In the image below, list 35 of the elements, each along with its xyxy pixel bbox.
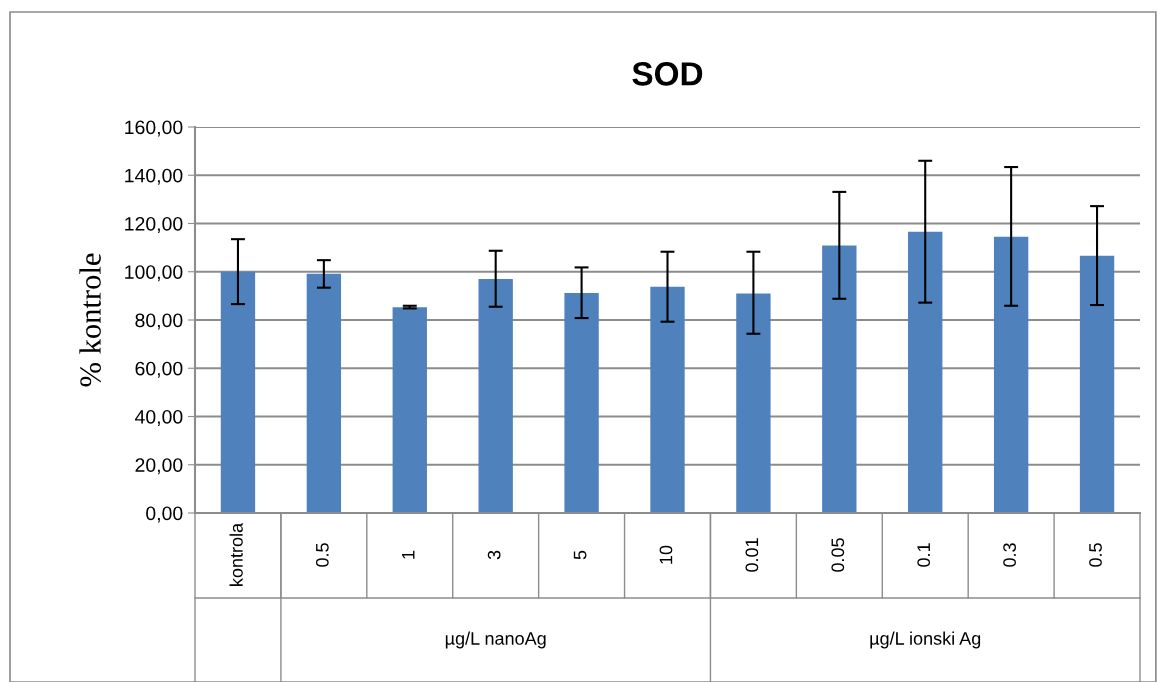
x-tick-label: 0.5 [1089,543,1102,567]
bar [392,307,427,513]
bar [908,231,943,513]
text: µg/L ionski Ag [870,631,981,649]
y-tick-label: 60,00 [135,361,183,378]
bar [220,271,256,513]
y-axis-title: % kontrole [79,253,101,387]
y-tick-label: 140,00 [125,168,183,185]
bar [564,292,599,513]
x-tick-label: 0.3 [1003,543,1016,567]
x-tick-label: kontrola [229,522,243,586]
x-tick-label: 0.05 [831,538,845,572]
y-tick-label: 20,00 [135,458,183,475]
y-tick-label: 100,00 [125,265,183,282]
y-tick-label: 0,00 [146,506,183,523]
x-tick-label: 1 [402,550,415,559]
x-tick-label: 3 [487,550,501,560]
y-tick-label: 80,00 [135,313,183,330]
bar [1079,255,1115,513]
x-tick-label: 5 [573,550,587,560]
x-tick-label: 0.01 [745,538,759,572]
text: µg/L nanoAg [445,631,546,649]
x-tick-label: 0.1 [917,543,931,567]
bar [993,236,1029,513]
bar [736,293,771,513]
x-tick-label: 0.5 [315,543,329,567]
y-tick-label: 120,00 [125,216,183,234]
bar [478,278,513,513]
x-tick-label: 10 [659,545,673,564]
bar [650,286,685,513]
y-tick-label: 160,00 [125,120,183,137]
chart-title: SOD [632,62,703,86]
y-tick-label: 40,00 [134,409,183,427]
bar [822,245,857,513]
bar [306,273,342,513]
